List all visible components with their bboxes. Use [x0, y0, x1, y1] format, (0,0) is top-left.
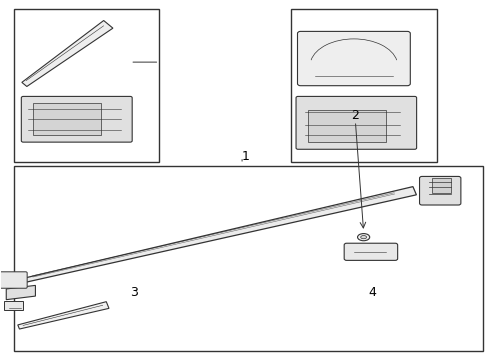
Text: 1: 1 — [242, 150, 249, 163]
Ellipse shape — [360, 235, 366, 239]
Text: 3: 3 — [130, 286, 138, 299]
FancyBboxPatch shape — [297, 31, 409, 86]
Bar — [14, 166, 482, 351]
Polygon shape — [6, 285, 35, 300]
FancyBboxPatch shape — [344, 243, 397, 260]
Bar — [14, 9, 159, 162]
Ellipse shape — [357, 234, 369, 241]
Polygon shape — [18, 302, 109, 329]
Bar — [290, 9, 436, 162]
Bar — [307, 111, 385, 143]
FancyBboxPatch shape — [295, 96, 416, 149]
Polygon shape — [22, 21, 113, 86]
Text: 2: 2 — [351, 109, 359, 122]
FancyBboxPatch shape — [0, 272, 27, 288]
FancyBboxPatch shape — [419, 176, 460, 205]
Text: 4: 4 — [368, 286, 376, 299]
Bar — [431, 178, 450, 193]
Bar — [4, 301, 23, 310]
Bar — [33, 103, 101, 135]
FancyBboxPatch shape — [21, 96, 132, 142]
Polygon shape — [25, 186, 416, 282]
